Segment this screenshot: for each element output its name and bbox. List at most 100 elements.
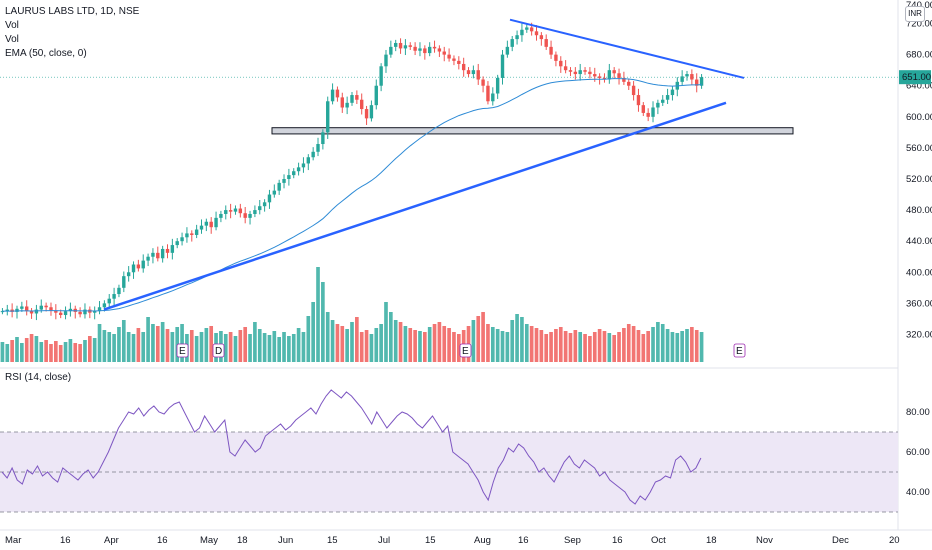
candle-body bbox=[335, 89, 340, 98]
candle-body bbox=[34, 309, 39, 314]
candle-body bbox=[78, 311, 82, 315]
candle-body bbox=[466, 70, 471, 75]
volume-bar bbox=[306, 316, 311, 362]
volume-bar bbox=[262, 333, 267, 362]
candle-body bbox=[384, 54, 388, 67]
candle-body bbox=[544, 39, 548, 47]
candle-body bbox=[563, 66, 568, 71]
volume-bar bbox=[549, 332, 553, 362]
volume-bar bbox=[301, 332, 306, 362]
candle-body bbox=[15, 308, 19, 312]
volume-bar bbox=[641, 334, 646, 362]
event-marker-label: E bbox=[736, 346, 743, 357]
price-tick-label: 480.00 bbox=[906, 205, 932, 216]
candle-body bbox=[398, 42, 403, 49]
volume-bar bbox=[63, 342, 68, 362]
candle-body bbox=[253, 210, 257, 214]
rsi-title: RSI (14, close) bbox=[5, 372, 72, 383]
volume-bar bbox=[408, 328, 413, 362]
candle-body bbox=[389, 46, 393, 55]
volume-bar bbox=[515, 314, 519, 362]
candle-body bbox=[617, 73, 621, 78]
rsi-tick-label: 60.00 bbox=[906, 447, 930, 458]
volume-bar bbox=[73, 343, 78, 362]
event-marker bbox=[459, 343, 472, 358]
rsi-tick-label: 80.00 bbox=[906, 407, 930, 418]
candle-body bbox=[651, 107, 655, 117]
candle-body bbox=[44, 305, 48, 308]
volume-bar bbox=[291, 334, 296, 362]
time-tick-label: Nov bbox=[756, 535, 773, 546]
event-marker-label: D bbox=[215, 346, 222, 357]
volume-bar bbox=[578, 332, 583, 362]
volume-bar bbox=[170, 332, 175, 362]
volume-bar bbox=[413, 330, 417, 362]
volume-bar bbox=[369, 334, 374, 362]
volume-bar bbox=[418, 331, 422, 362]
volume-bar bbox=[243, 327, 248, 362]
time-tick-label: Apr bbox=[104, 535, 119, 546]
volume-bar bbox=[481, 312, 485, 362]
volume-bar bbox=[699, 332, 704, 362]
candle-body bbox=[340, 97, 344, 108]
volume-bar bbox=[155, 326, 160, 362]
volume-bar bbox=[233, 336, 238, 362]
candle-body bbox=[442, 51, 446, 55]
candle-body bbox=[622, 77, 626, 82]
support-zone bbox=[271, 127, 794, 135]
candle-body bbox=[316, 144, 320, 152]
candle-body bbox=[180, 237, 184, 242]
time-tick-label: 18 bbox=[706, 535, 717, 546]
candle-body bbox=[185, 233, 189, 238]
candle-body bbox=[194, 229, 199, 235]
candle-body bbox=[661, 99, 665, 103]
candle-body bbox=[447, 54, 451, 59]
time-tick-label: May bbox=[200, 535, 218, 546]
volume-bar bbox=[311, 302, 315, 362]
currency-badge[interactable]: INR bbox=[905, 6, 925, 22]
candle-body bbox=[204, 221, 209, 226]
price-tick-label: 680.00 bbox=[906, 50, 932, 61]
volume-bar bbox=[456, 334, 461, 362]
volume-bar bbox=[350, 322, 354, 362]
candle-body bbox=[248, 213, 252, 218]
volume-bar bbox=[39, 342, 44, 362]
candle-body bbox=[646, 112, 650, 117]
price-tick-label: 720.00 bbox=[906, 19, 932, 30]
candle-body bbox=[525, 27, 529, 30]
time-tick-label: 16 bbox=[612, 535, 623, 546]
volume-bar bbox=[272, 331, 277, 362]
candle-body bbox=[258, 206, 262, 211]
candle-body bbox=[641, 105, 646, 113]
candle-body bbox=[102, 303, 107, 308]
volume-bar bbox=[165, 329, 170, 362]
candle-body bbox=[486, 85, 490, 102]
volume-bar bbox=[389, 312, 393, 362]
candle-body bbox=[199, 225, 204, 230]
volume-bar bbox=[592, 332, 597, 362]
volume-bar bbox=[131, 334, 136, 362]
volume-bar bbox=[573, 330, 578, 362]
volume-bar bbox=[54, 341, 58, 362]
candle-body bbox=[549, 46, 553, 55]
volume-bar bbox=[665, 329, 670, 362]
candle-body bbox=[500, 54, 505, 78]
candle-body bbox=[515, 35, 519, 40]
volume-bar bbox=[180, 324, 184, 362]
volume-bar bbox=[505, 332, 510, 362]
candle-body bbox=[554, 54, 558, 61]
candle-body bbox=[233, 208, 238, 212]
event-marker-label: E bbox=[179, 346, 186, 357]
volume-bar bbox=[636, 330, 641, 362]
candle-body bbox=[374, 85, 378, 106]
candle-body bbox=[175, 241, 179, 246]
candle-body bbox=[350, 95, 354, 103]
volume-bar bbox=[10, 340, 14, 362]
volume-bar bbox=[510, 320, 515, 362]
candle-body bbox=[379, 66, 383, 86]
price-tick-label: 560.00 bbox=[906, 143, 932, 154]
volume-bar bbox=[447, 328, 451, 362]
volume-bar bbox=[437, 322, 442, 362]
candle-body bbox=[228, 210, 233, 212]
